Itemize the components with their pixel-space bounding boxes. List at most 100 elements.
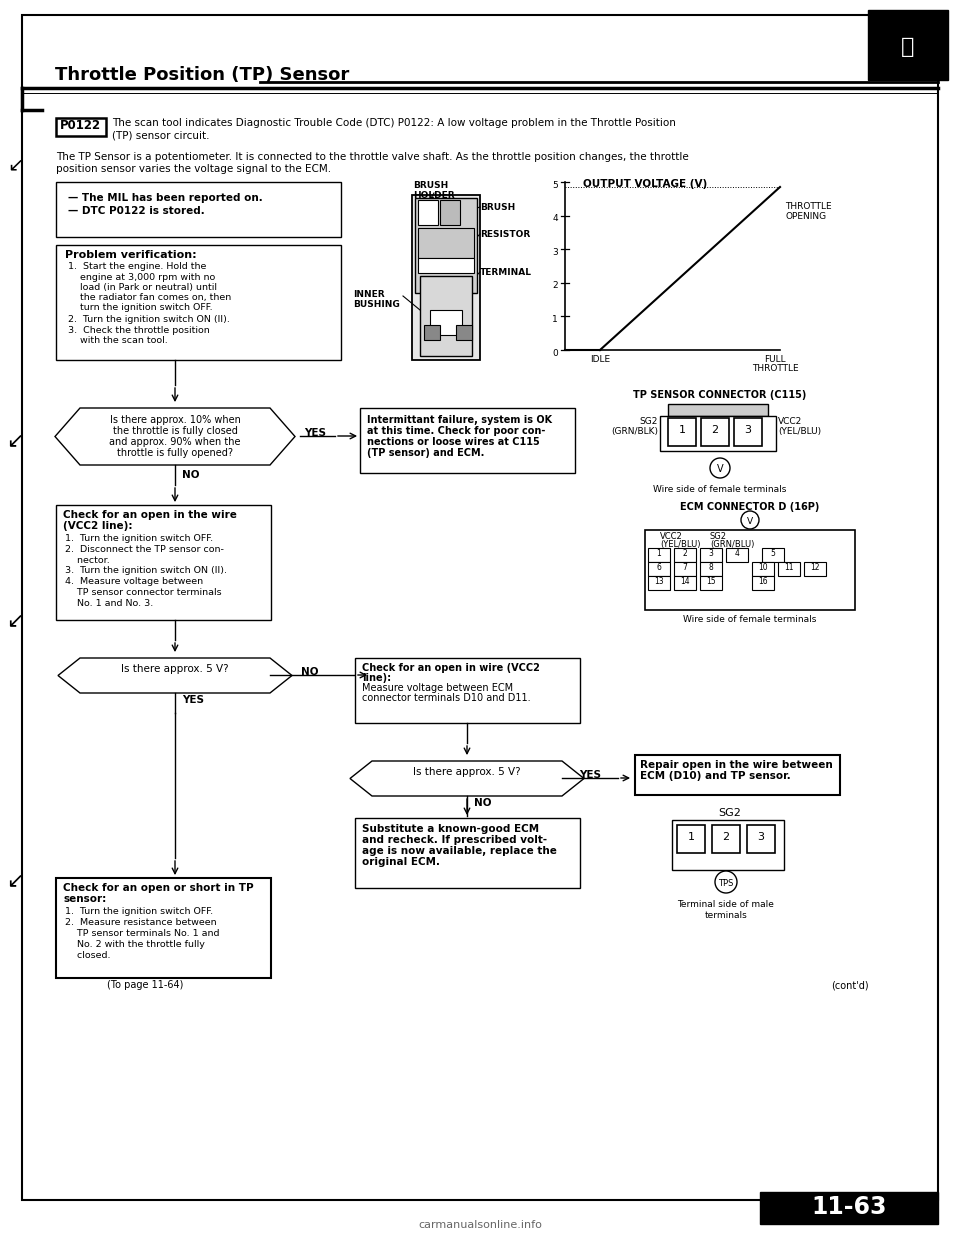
Circle shape bbox=[715, 871, 737, 893]
Text: Is there approx. 5 V?: Is there approx. 5 V? bbox=[121, 664, 228, 674]
Text: P0122: P0122 bbox=[60, 119, 101, 132]
Text: 2.  Turn the ignition switch ON (II).: 2. Turn the ignition switch ON (II). bbox=[68, 315, 229, 324]
Bar bbox=[674, 548, 696, 561]
Text: (GRN/BLK): (GRN/BLK) bbox=[611, 427, 658, 436]
Text: BRUSH: BRUSH bbox=[480, 202, 516, 212]
Text: 6: 6 bbox=[657, 563, 661, 573]
Text: 1.  Start the engine. Hold the: 1. Start the engine. Hold the bbox=[68, 262, 206, 271]
Text: 4: 4 bbox=[734, 549, 739, 558]
Text: 11: 11 bbox=[784, 563, 794, 573]
Text: 2.  Measure resistance between: 2. Measure resistance between bbox=[65, 918, 217, 927]
Bar bbox=[415, 197, 477, 293]
Bar bbox=[456, 325, 472, 340]
Text: (YEL/BLU): (YEL/BLU) bbox=[660, 540, 701, 549]
Text: TP sensor connector terminals: TP sensor connector terminals bbox=[65, 587, 222, 597]
Text: 5: 5 bbox=[552, 180, 558, 190]
Text: SG2: SG2 bbox=[719, 809, 741, 818]
Text: NO: NO bbox=[182, 469, 200, 479]
Text: 3: 3 bbox=[757, 832, 764, 842]
Bar bbox=[734, 419, 762, 446]
Text: Wire side of female terminals: Wire side of female terminals bbox=[654, 484, 786, 494]
Circle shape bbox=[741, 510, 759, 529]
Bar bbox=[360, 409, 575, 473]
Text: 2: 2 bbox=[683, 549, 687, 558]
Text: Measure voltage between ECM: Measure voltage between ECM bbox=[362, 683, 514, 693]
Polygon shape bbox=[55, 409, 295, 465]
Bar bbox=[645, 530, 855, 610]
Text: 2: 2 bbox=[552, 281, 558, 291]
Text: 13: 13 bbox=[654, 578, 663, 586]
Text: BRUSH
HOLDER: BRUSH HOLDER bbox=[413, 181, 455, 200]
Bar bbox=[752, 576, 774, 590]
Bar bbox=[668, 404, 768, 416]
Text: RESISTOR: RESISTOR bbox=[480, 230, 530, 238]
Text: nector.: nector. bbox=[65, 556, 109, 565]
Text: YES: YES bbox=[579, 770, 601, 780]
Text: 2: 2 bbox=[711, 425, 719, 435]
Text: (cont'd): (cont'd) bbox=[831, 980, 869, 990]
Text: ↙: ↙ bbox=[7, 869, 24, 891]
Text: (VCC2 line):: (VCC2 line): bbox=[63, 520, 132, 532]
Text: YES: YES bbox=[182, 696, 204, 705]
Text: line):: line): bbox=[362, 673, 391, 683]
Bar bbox=[712, 825, 740, 853]
Bar bbox=[635, 755, 840, 795]
Text: 8: 8 bbox=[708, 563, 713, 573]
Bar bbox=[677, 825, 705, 853]
Bar bbox=[648, 561, 670, 576]
Bar bbox=[701, 419, 729, 446]
Text: 1: 1 bbox=[552, 315, 558, 324]
Circle shape bbox=[710, 458, 730, 478]
Bar bbox=[674, 576, 696, 590]
Text: TP sensor terminals No. 1 and: TP sensor terminals No. 1 and bbox=[65, 929, 220, 938]
Bar bbox=[424, 325, 440, 340]
Bar bbox=[747, 825, 775, 853]
Text: Repair open in the wire between: Repair open in the wire between bbox=[640, 760, 832, 770]
Text: THROTTLE: THROTTLE bbox=[785, 202, 831, 211]
Bar bbox=[355, 658, 580, 723]
Text: (To page 11-64): (To page 11-64) bbox=[107, 980, 183, 990]
Bar bbox=[760, 1192, 938, 1225]
Text: terminals: terminals bbox=[705, 910, 748, 920]
Bar bbox=[762, 548, 784, 561]
Bar bbox=[56, 878, 271, 977]
Bar bbox=[56, 505, 271, 620]
Text: The scan tool indicates Diagnostic Trouble Code (DTC) P0122: A low voltage probl: The scan tool indicates Diagnostic Troub… bbox=[112, 118, 676, 128]
Text: TPS: TPS bbox=[718, 879, 733, 888]
Bar bbox=[430, 310, 462, 335]
Text: engine at 3,000 rpm with no: engine at 3,000 rpm with no bbox=[80, 273, 215, 282]
Text: connector terminals D10 and D11.: connector terminals D10 and D11. bbox=[362, 693, 531, 703]
Text: 3.  Check the throttle position: 3. Check the throttle position bbox=[68, 325, 209, 335]
Text: VCC2: VCC2 bbox=[660, 532, 683, 542]
Bar bbox=[778, 561, 800, 576]
Text: position sensor varies the voltage signal to the ECM.: position sensor varies the voltage signa… bbox=[56, 164, 331, 174]
Text: with the scan tool.: with the scan tool. bbox=[80, 337, 168, 345]
Text: The TP Sensor is a potentiometer. It is connected to the throttle valve shaft. A: The TP Sensor is a potentiometer. It is … bbox=[56, 152, 688, 161]
Text: No. 1 and No. 3.: No. 1 and No. 3. bbox=[65, 599, 154, 609]
Text: — DTC P0122 is stored.: — DTC P0122 is stored. bbox=[68, 206, 204, 216]
Text: Check for an open in wire (VCC2: Check for an open in wire (VCC2 bbox=[362, 663, 540, 673]
Bar bbox=[700, 561, 722, 576]
Text: 3: 3 bbox=[745, 425, 752, 435]
Text: Is there approx. 10% when: Is there approx. 10% when bbox=[109, 415, 240, 425]
Text: (GRN/BLU): (GRN/BLU) bbox=[710, 540, 755, 549]
Text: FULL: FULL bbox=[764, 355, 786, 364]
Text: turn the ignition switch OFF.: turn the ignition switch OFF. bbox=[80, 303, 212, 312]
Text: Is there approx. 5 V?: Is there approx. 5 V? bbox=[413, 768, 521, 777]
Text: INNER
BUSHING: INNER BUSHING bbox=[353, 289, 400, 309]
Text: sensor:: sensor: bbox=[63, 894, 107, 904]
Text: 14: 14 bbox=[681, 578, 690, 586]
Text: 1: 1 bbox=[687, 832, 694, 842]
Text: 3: 3 bbox=[552, 247, 558, 257]
Text: 1.  Turn the ignition switch OFF.: 1. Turn the ignition switch OFF. bbox=[65, 907, 213, 917]
Text: 5: 5 bbox=[771, 549, 776, 558]
Bar bbox=[56, 118, 106, 137]
Text: at this time. Check for poor con-: at this time. Check for poor con- bbox=[367, 426, 545, 436]
Text: ECM CONNECTOR D (16P): ECM CONNECTOR D (16P) bbox=[681, 502, 820, 512]
Bar bbox=[674, 561, 696, 576]
Bar bbox=[672, 820, 784, 869]
Text: and recheck. If prescribed volt-: and recheck. If prescribed volt- bbox=[362, 835, 547, 845]
Bar bbox=[660, 416, 776, 451]
Text: 12: 12 bbox=[810, 563, 820, 573]
Bar bbox=[355, 818, 580, 888]
